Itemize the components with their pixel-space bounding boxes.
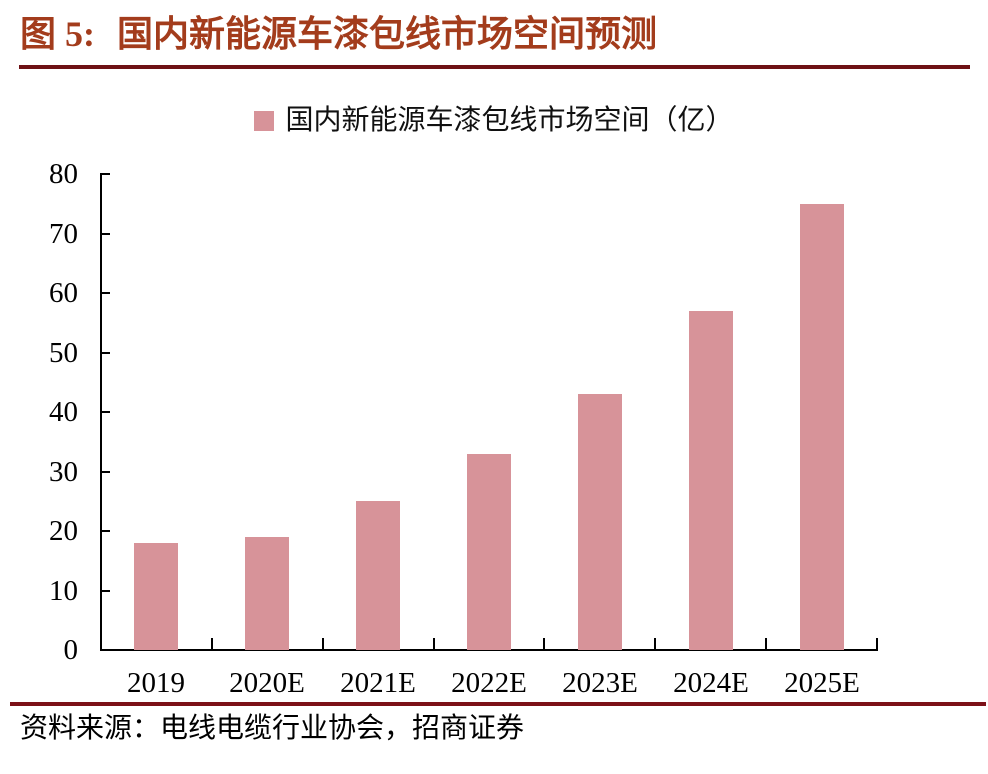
x-axis-tick [543, 638, 545, 650]
x-tick-label: 2023E [562, 667, 638, 699]
x-axis-tick [433, 638, 435, 650]
y-tick-label: 50 [49, 336, 78, 369]
bar-2023E [578, 394, 622, 650]
x-axis-tick [211, 638, 213, 650]
x-tick-label: 2020E [229, 667, 305, 699]
x-axis-tick [654, 638, 656, 650]
bar-2024E [689, 311, 733, 650]
x-tick-label: 2025E [784, 667, 860, 699]
y-tick-label: 70 [49, 217, 78, 250]
figure-title: 图 5: 国内新能源车漆包线市场空间预测 [20, 12, 657, 56]
y-tick-label: 60 [49, 277, 78, 309]
x-tick-label: 2019 [127, 667, 185, 699]
source-note: 资料来源：电线电缆行业协会，招商证券 [20, 713, 525, 744]
x-tick-label: 2022E [451, 667, 527, 699]
x-axis-tick [765, 638, 767, 650]
y-tick-label: 30 [49, 455, 78, 488]
y-tick-label: 20 [49, 515, 78, 547]
legend-label: 国内新能源车漆包线市场空间（亿） [285, 105, 734, 136]
x-tick-label: 2021E [340, 667, 416, 699]
y-axis-tick [101, 232, 110, 235]
figure-label: 图 5: [20, 14, 95, 54]
bar-2022E [467, 454, 511, 650]
figure-title-text: 国内新能源车漆包线市场空间预测 [117, 14, 658, 54]
y-tick-label: 80 [49, 158, 78, 190]
title-divider [19, 65, 970, 69]
legend-swatch [254, 111, 275, 131]
y-tick-label: 40 [49, 396, 78, 428]
x-axis-tick [322, 638, 324, 650]
chart-legend: 国内新能源车漆包线市场空间（亿） [0, 104, 988, 138]
footer-divider [10, 702, 986, 706]
y-tick-label: 10 [49, 574, 78, 607]
bar-2025E [800, 204, 844, 650]
y-axis-tick [101, 351, 110, 354]
bar-2020E [245, 537, 289, 650]
bar-2021E [356, 501, 400, 650]
y-axis-tick [101, 530, 110, 532]
bar-2019 [134, 543, 178, 650]
y-axis-tick [101, 411, 110, 413]
x-tick-label: 2024E [673, 667, 749, 699]
y-axis-tick [101, 589, 110, 592]
y-axis-tick [101, 470, 110, 473]
y-tick-label: 0 [63, 634, 79, 666]
y-axis-tick [101, 292, 110, 294]
y-axis-tick [101, 173, 110, 175]
x-axis-tick [876, 638, 878, 650]
x-axis-line [100, 649, 878, 651]
